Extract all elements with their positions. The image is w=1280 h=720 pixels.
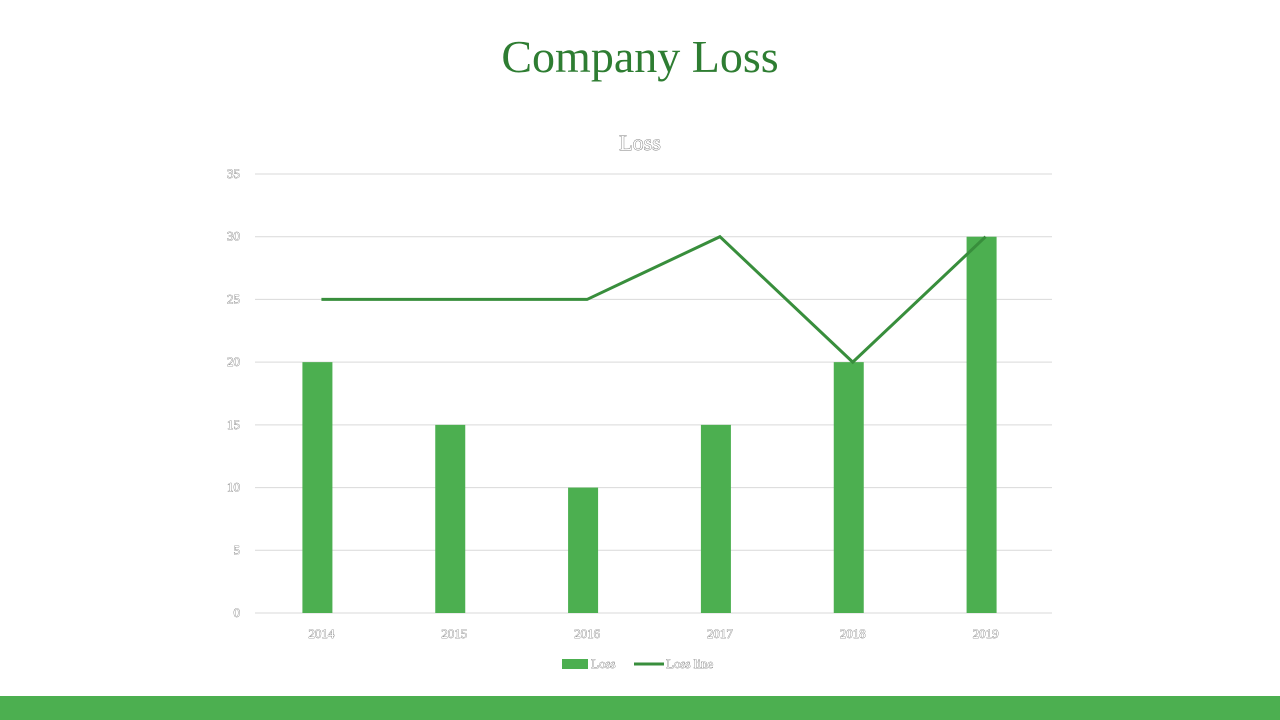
y-tick-label: 5 — [234, 542, 241, 557]
loss-line — [321, 234, 987, 365]
y-tick-label: 0 — [234, 605, 241, 620]
bar-2016 — [568, 487, 599, 613]
bar-2017 — [700, 424, 731, 613]
y-tick-label: 15 — [227, 417, 240, 432]
x-tick-label: 2015 — [441, 626, 467, 641]
x-tick-label: 2014 — [308, 626, 335, 641]
bar-2018 — [833, 362, 864, 613]
y-axis-ticks: 0 5 10 15 20 25 30 35 — [227, 166, 241, 621]
bar-2019 — [966, 236, 997, 613]
y-tick-label: 35 — [227, 166, 240, 181]
x-tick-label: 2017 — [707, 626, 734, 641]
y-tick-label: 20 — [227, 354, 240, 369]
x-tick-label: 2019 — [973, 626, 999, 641]
bar-series — [302, 236, 997, 613]
slide-title: Company Loss — [501, 31, 779, 82]
x-tick-label: 2018 — [840, 626, 866, 641]
y-tick-label: 30 — [227, 229, 240, 244]
chart-gridlines — [255, 173, 1052, 614]
legend-label-loss-line: Loss line — [666, 656, 714, 671]
bar-2015 — [435, 424, 466, 613]
x-tick-label: 2016 — [574, 626, 601, 641]
chart-legend: Loss Loss line — [562, 656, 714, 671]
footer-accent-bar — [0, 696, 1280, 720]
line-series — [321, 234, 987, 365]
bar-2014 — [302, 362, 333, 613]
chart-title: Loss — [619, 130, 661, 155]
y-tick-label: 10 — [227, 480, 240, 495]
legend-label-loss: Loss — [591, 656, 616, 671]
y-tick-label: 25 — [227, 291, 240, 306]
legend-swatch-loss — [562, 659, 588, 669]
x-axis-ticks: 2014 2015 2016 2017 2018 2019 — [308, 626, 999, 642]
